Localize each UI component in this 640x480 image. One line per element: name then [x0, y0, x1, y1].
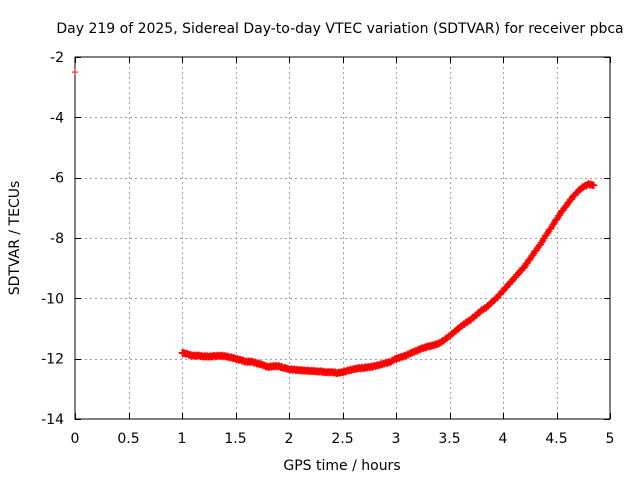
y-tick-label: -10: [41, 291, 64, 307]
x-tick-label: 1.5: [224, 431, 246, 447]
x-tick-label: 4.5: [545, 431, 567, 447]
data-points: [72, 69, 598, 378]
data-point: [72, 69, 78, 76]
x-tick-label: 1: [178, 431, 187, 447]
y-tick-label: -4: [50, 110, 64, 126]
x-tick-label: 2: [285, 431, 294, 447]
x-tick-label: 0: [71, 431, 80, 447]
x-axis-tick-labels: 0 0.5 1 1.5 2 2.5 3 3.5 4 4.5 5: [71, 431, 615, 447]
y-tick-label: -14: [41, 412, 64, 428]
plot-frame: [74, 56, 611, 420]
chart-title: Day 219 of 2025, Sidereal Day-to-day VTE…: [56, 21, 623, 37]
data-point: [589, 181, 597, 189]
x-tick-label: 4: [499, 431, 508, 447]
data-point: [590, 181, 598, 189]
y-tick-label: -12: [41, 352, 64, 368]
y-tick-label: -8: [50, 231, 64, 247]
x-tick-label: 3: [392, 431, 401, 447]
y-axis-tick-labels: -14 -12 -10 -8 -6 -4 -2: [41, 50, 64, 428]
x-tick-label: 3.5: [438, 431, 460, 447]
x-tick-label: 2.5: [331, 431, 353, 447]
x-axis-label: GPS time / hours: [283, 458, 400, 474]
data-point: [559, 207, 567, 215]
grid-lines: [75, 57, 610, 419]
x-tick-label: 5: [606, 431, 615, 447]
data-point: [502, 284, 510, 292]
data-point: [560, 205, 568, 213]
y-tick-label: -6: [50, 171, 64, 187]
y-tick-label: -2: [50, 50, 64, 66]
x-tick-label: 0.5: [117, 431, 139, 447]
y-axis-label: SDTVAR / TECUs: [7, 181, 23, 296]
